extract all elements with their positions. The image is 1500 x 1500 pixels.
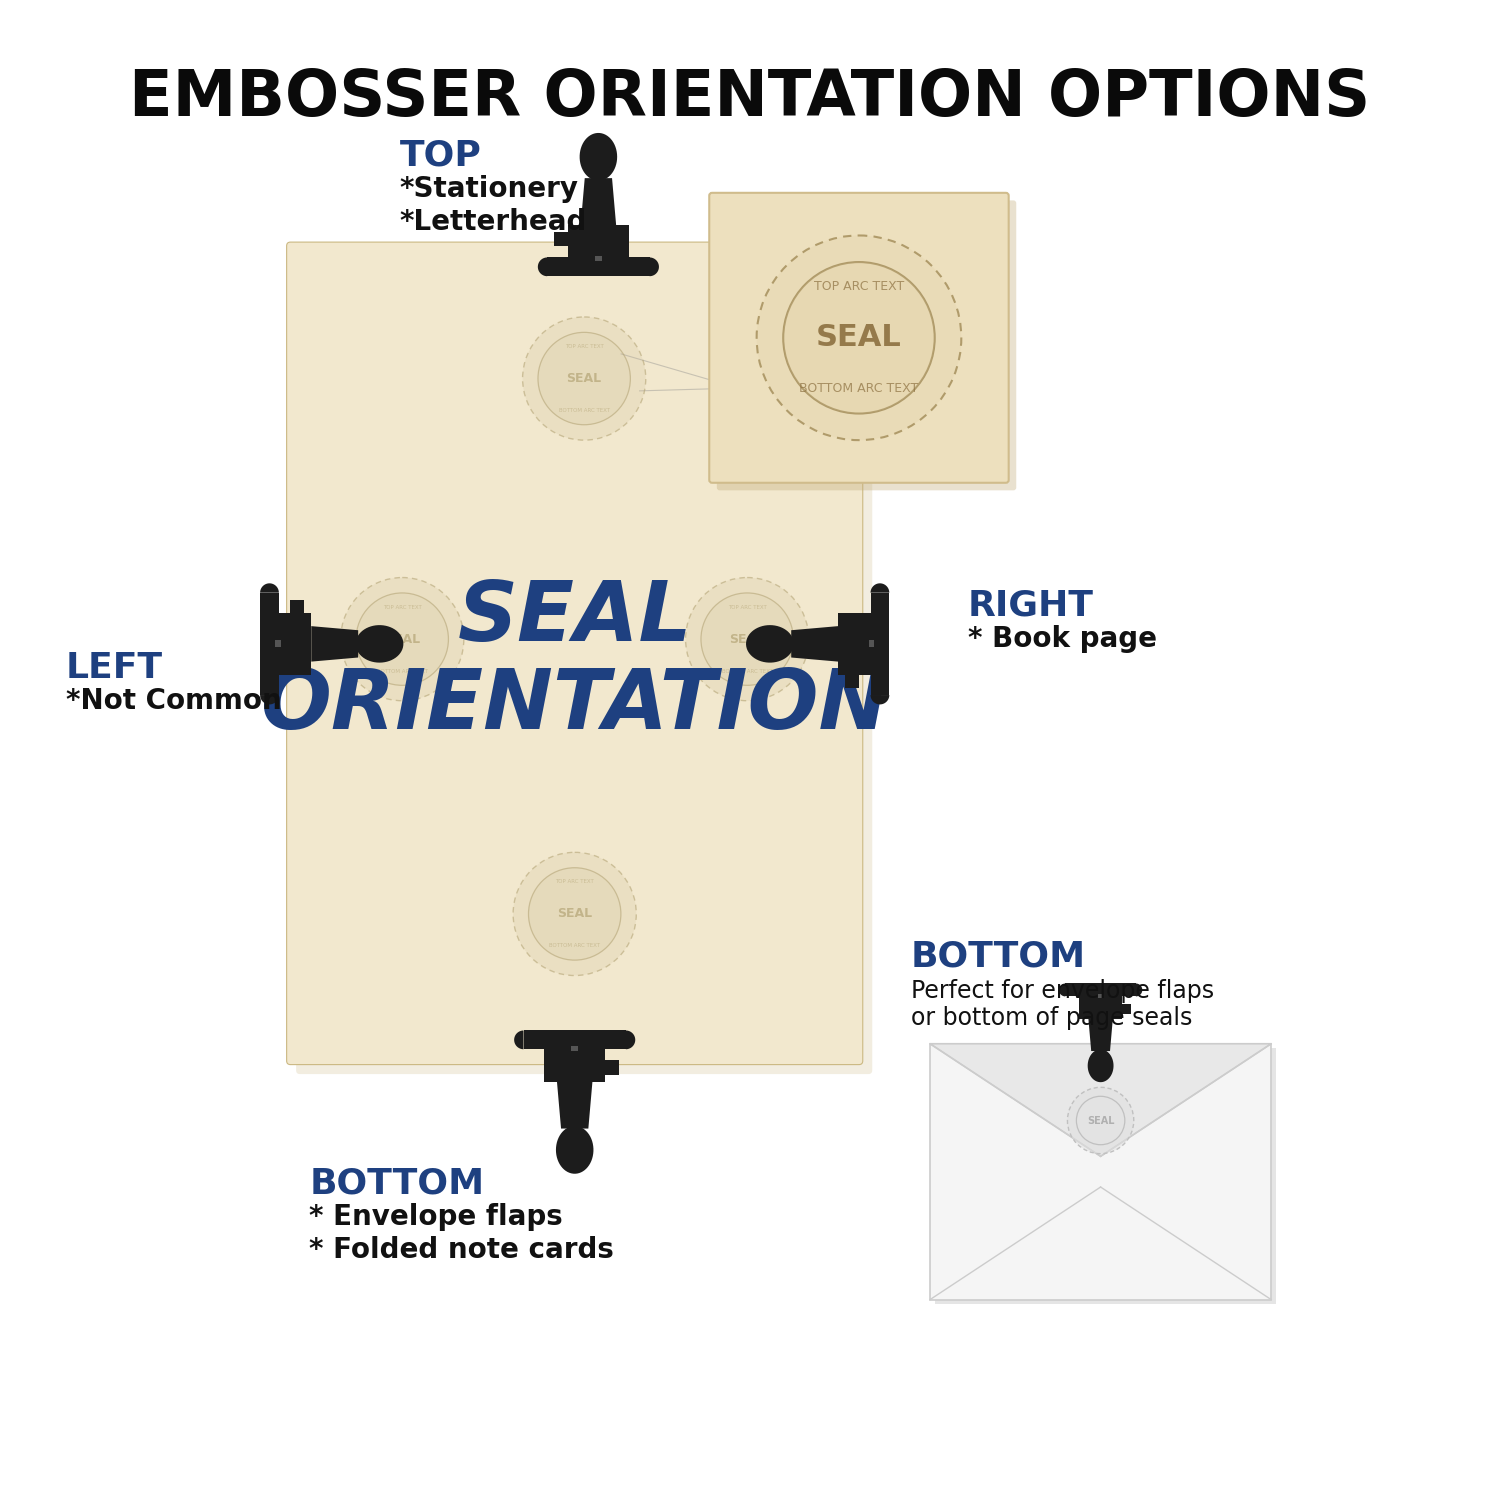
Text: LEFT: LEFT: [66, 651, 164, 684]
Polygon shape: [1088, 1050, 1113, 1082]
Polygon shape: [1065, 984, 1136, 996]
Polygon shape: [1080, 996, 1122, 1018]
Polygon shape: [290, 600, 304, 613]
Polygon shape: [1089, 1019, 1113, 1052]
Circle shape: [340, 578, 464, 700]
Polygon shape: [870, 592, 889, 694]
Polygon shape: [260, 584, 279, 592]
Text: TOP: TOP: [399, 140, 482, 172]
Circle shape: [1068, 1088, 1134, 1154]
Polygon shape: [556, 1126, 594, 1174]
Polygon shape: [572, 1046, 578, 1052]
Circle shape: [686, 578, 808, 700]
FancyBboxPatch shape: [296, 252, 871, 1074]
Circle shape: [783, 262, 934, 414]
Polygon shape: [312, 626, 358, 662]
Text: BOTTOM ARC TEXT: BOTTOM ARC TEXT: [558, 408, 609, 413]
Text: TOP ARC TEXT: TOP ARC TEXT: [382, 604, 422, 609]
Text: BOTTOM ARC TEXT: BOTTOM ARC TEXT: [800, 382, 918, 396]
FancyBboxPatch shape: [934, 1048, 1276, 1305]
Text: *Stationery: *Stationery: [399, 176, 579, 202]
Polygon shape: [746, 626, 794, 663]
FancyBboxPatch shape: [717, 201, 1017, 490]
Circle shape: [513, 852, 636, 975]
Circle shape: [522, 316, 646, 440]
Text: SEAL: SEAL: [1088, 1116, 1114, 1125]
Text: SEAL: SEAL: [729, 633, 765, 645]
Polygon shape: [1136, 984, 1143, 996]
Polygon shape: [276, 640, 280, 648]
Polygon shape: [356, 626, 404, 663]
Polygon shape: [870, 694, 889, 705]
Polygon shape: [606, 1060, 619, 1076]
Polygon shape: [554, 232, 567, 246]
Polygon shape: [868, 640, 874, 648]
Text: ORIENTATION: ORIENTATION: [261, 664, 890, 746]
Polygon shape: [567, 225, 628, 258]
Polygon shape: [544, 1048, 606, 1082]
Text: *Not Common: *Not Common: [66, 687, 282, 714]
FancyBboxPatch shape: [710, 194, 1008, 483]
FancyBboxPatch shape: [286, 242, 862, 1065]
Circle shape: [538, 333, 630, 424]
Text: TOP ARC TEXT: TOP ARC TEXT: [815, 280, 904, 292]
Text: BOTTOM: BOTTOM: [910, 939, 1086, 974]
Text: BOTTOM ARC TEXT: BOTTOM ARC TEXT: [722, 669, 772, 674]
Text: * Folded note cards: * Folded note cards: [309, 1236, 614, 1264]
Polygon shape: [580, 178, 616, 225]
Polygon shape: [260, 694, 279, 705]
Text: BOTTOM ARC TEXT: BOTTOM ARC TEXT: [376, 669, 427, 674]
Polygon shape: [524, 1030, 626, 1048]
Text: * Book page: * Book page: [968, 626, 1156, 652]
FancyBboxPatch shape: [930, 1044, 1270, 1299]
Text: SEAL: SEAL: [384, 633, 420, 645]
Circle shape: [756, 236, 962, 440]
Text: or bottom of page seals: or bottom of page seals: [910, 1007, 1192, 1031]
Text: TOP ARC TEXT: TOP ARC TEXT: [728, 604, 766, 609]
Polygon shape: [556, 1082, 592, 1128]
Polygon shape: [870, 584, 889, 592]
Circle shape: [700, 592, 794, 686]
Text: RIGHT: RIGHT: [968, 590, 1094, 622]
Text: SEAL: SEAL: [567, 372, 602, 386]
Text: TOP ARC TEXT: TOP ARC TEXT: [555, 879, 594, 885]
Polygon shape: [1122, 1004, 1131, 1014]
Polygon shape: [930, 1044, 1270, 1156]
Polygon shape: [790, 626, 838, 662]
Polygon shape: [1098, 994, 1102, 998]
Polygon shape: [579, 134, 616, 180]
Text: Perfect for envelope flaps: Perfect for envelope flaps: [910, 980, 1214, 1004]
Circle shape: [528, 867, 621, 960]
Text: TOP ARC TEXT: TOP ARC TEXT: [566, 344, 603, 350]
Text: SEAL: SEAL: [556, 908, 592, 921]
Text: BOTTOM ARC TEXT: BOTTOM ARC TEXT: [549, 944, 600, 948]
Text: * Envelope flaps: * Envelope flaps: [309, 1203, 562, 1231]
Polygon shape: [1059, 984, 1065, 996]
Polygon shape: [844, 675, 859, 688]
Text: SEAL: SEAL: [816, 324, 902, 352]
Polygon shape: [514, 1030, 523, 1048]
Polygon shape: [839, 614, 870, 675]
Text: EMBOSSER ORIENTATION OPTIONS: EMBOSSER ORIENTATION OPTIONS: [129, 68, 1371, 129]
Text: BOTTOM: BOTTOM: [309, 1167, 484, 1202]
Polygon shape: [650, 258, 658, 276]
Polygon shape: [548, 258, 650, 276]
Polygon shape: [279, 614, 312, 675]
Text: *Letterhead: *Letterhead: [399, 209, 586, 236]
Polygon shape: [626, 1030, 634, 1048]
Polygon shape: [596, 255, 602, 261]
Polygon shape: [260, 592, 279, 694]
Text: SEAL: SEAL: [458, 578, 692, 658]
Polygon shape: [538, 258, 548, 276]
Circle shape: [356, 592, 448, 686]
